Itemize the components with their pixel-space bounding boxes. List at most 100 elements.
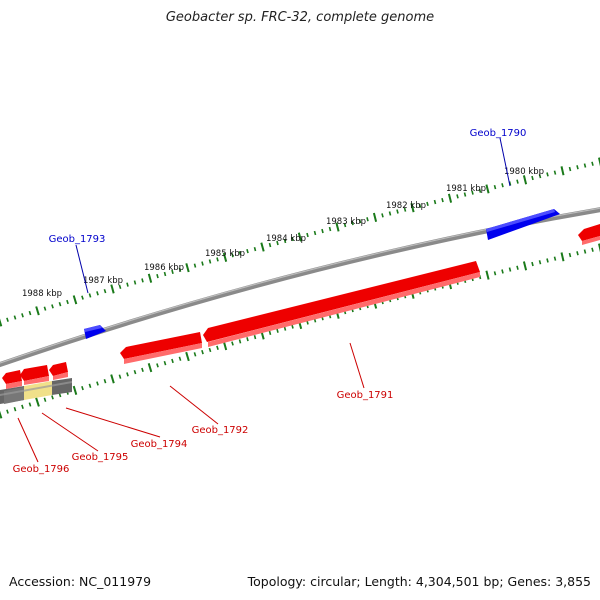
outer-minor-tick (268, 242, 272, 248)
inner-minor-tick (156, 363, 159, 368)
inner-major-tick (35, 397, 40, 407)
outer-minor-tick (103, 288, 107, 294)
outer-major-tick (485, 184, 490, 194)
outer-minor-tick (171, 269, 174, 275)
inner-minor-tick (171, 358, 174, 364)
outer-minor-tick (388, 211, 392, 216)
inner-minor-tick (103, 379, 107, 384)
outer-minor-tick (358, 219, 362, 224)
outer-minor-tick (403, 207, 407, 212)
inner-major-tick (522, 261, 528, 271)
outer-minor-tick (463, 192, 467, 197)
outer-major-tick (72, 295, 78, 305)
scale-label: 1984 kbp (266, 234, 306, 244)
inner-minor-tick (13, 407, 17, 412)
outer-minor-tick (531, 175, 534, 181)
inner-minor-tick (531, 261, 534, 267)
inner-minor-tick (141, 367, 144, 373)
inner-minor-tick (231, 341, 234, 346)
inner-major-tick (110, 374, 115, 384)
gene-label-geob-1790: Geob_1790 (470, 128, 527, 139)
scale-label: 1980 kbp (504, 167, 544, 177)
outer-minor-tick (141, 278, 144, 283)
outer-minor-tick (126, 282, 129, 287)
scale-label: 1985 kbp (205, 249, 245, 259)
gene-label-geob-1795: Geob_1795 (72, 452, 129, 463)
outer-minor-tick (351, 221, 354, 226)
outer-minor-tick (238, 251, 242, 256)
inner-minor-tick (253, 334, 257, 340)
outer-major-tick (447, 193, 453, 203)
inner-minor-tick (246, 337, 249, 342)
inner-minor-tick (268, 330, 272, 335)
inner-minor-tick (163, 360, 167, 366)
outer-minor-tick (553, 170, 557, 175)
inner-minor-tick (538, 260, 542, 265)
inner-minor-tick (193, 352, 197, 357)
inner-minor-tick (201, 349, 204, 355)
outer-minor-tick (291, 236, 294, 242)
inner-major-tick (72, 385, 78, 395)
outer-minor-tick (216, 257, 219, 262)
gene-callouts (17, 137, 511, 463)
inner-minor-tick (591, 247, 594, 252)
inner-minor-tick (501, 269, 504, 274)
outer-minor-tick (13, 315, 17, 320)
outer-minor-tick (396, 209, 399, 214)
gene-label-geob-1792: Geob_1792 (192, 425, 249, 436)
outer-minor-tick (478, 188, 482, 193)
inner-major-tick (598, 243, 600, 253)
outer-minor-tick (66, 299, 69, 305)
outer-minor-tick (6, 317, 9, 322)
outer-minor-tick (58, 302, 62, 307)
outer-minor-tick (568, 166, 572, 172)
gene-geob-1796[interactable] (2, 370, 22, 389)
outer-major-tick (110, 284, 115, 294)
outer-minor-tick (321, 228, 324, 234)
outer-minor-tick (81, 295, 84, 300)
gene-geob-1792[interactable] (120, 332, 202, 364)
outer-minor-tick (156, 274, 159, 279)
outer-minor-tick (576, 165, 579, 170)
gene-reverse-right-edge[interactable] (578, 224, 600, 245)
outer-minor-tick (133, 280, 137, 285)
outer-minor-tick (208, 259, 212, 264)
outer-minor-tick (456, 194, 459, 199)
outer-minor-tick (246, 249, 249, 254)
outer-minor-tick (51, 304, 54, 309)
gene-geob-1793[interactable] (84, 325, 106, 339)
outer-minor-tick (21, 313, 24, 318)
gene-label-geob-1794: Geob_1794 (131, 439, 188, 450)
scale-label: 1981 kbp (446, 184, 486, 194)
outer-minor-tick (328, 226, 332, 232)
map-title: Geobacter sp. FRC-32, complete genome (165, 10, 435, 25)
inner-minor-tick (516, 265, 519, 270)
outer-minor-tick (471, 190, 474, 195)
gene-geob-1791[interactable] (203, 261, 480, 347)
inner-minor-tick (546, 258, 549, 263)
genome-summary-text: Topology: circular; Length: 4,304,501 bp… (247, 574, 591, 589)
inner-minor-tick (96, 381, 99, 386)
scale-label: 1983 kbp (326, 217, 366, 227)
gene-label-geob-1796: Geob_1796 (13, 464, 70, 475)
outer-minor-tick (538, 174, 542, 179)
gene-geob-1790[interactable] (486, 209, 560, 240)
inner-minor-tick (28, 402, 32, 407)
inner-minor-tick (276, 328, 279, 333)
outer-minor-tick (366, 217, 369, 222)
inner-minor-tick (508, 267, 512, 272)
feature-strip (0, 378, 72, 404)
outer-major-tick (35, 306, 40, 316)
outer-minor-tick (28, 310, 32, 316)
outer-minor-tick (306, 232, 309, 238)
gene-label-geob-1793: Geob_1793 (49, 234, 106, 245)
gene-geob-1795[interactable] (20, 365, 49, 385)
outer-major-tick (297, 232, 303, 242)
outer-minor-tick (441, 198, 444, 203)
inner-minor-tick (21, 404, 24, 409)
outer-minor-tick (231, 253, 234, 258)
inner-major-tick (0, 410, 3, 419)
outer-minor-tick (163, 271, 167, 277)
gene-geob-1794[interactable] (49, 362, 68, 380)
outer-major-tick (522, 175, 528, 185)
